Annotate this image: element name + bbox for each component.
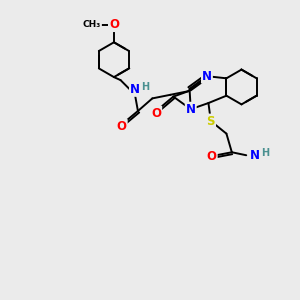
Text: O: O bbox=[151, 106, 161, 120]
Text: O: O bbox=[207, 150, 217, 163]
Text: O: O bbox=[117, 120, 127, 133]
Text: N: N bbox=[130, 83, 140, 96]
Text: O: O bbox=[109, 18, 119, 31]
Text: CH₃: CH₃ bbox=[83, 20, 101, 29]
Text: H: H bbox=[261, 148, 269, 158]
Text: N: N bbox=[202, 70, 212, 83]
Text: H: H bbox=[141, 82, 149, 92]
Text: S: S bbox=[207, 115, 215, 128]
Text: N: N bbox=[186, 103, 196, 116]
Text: N: N bbox=[250, 149, 260, 162]
